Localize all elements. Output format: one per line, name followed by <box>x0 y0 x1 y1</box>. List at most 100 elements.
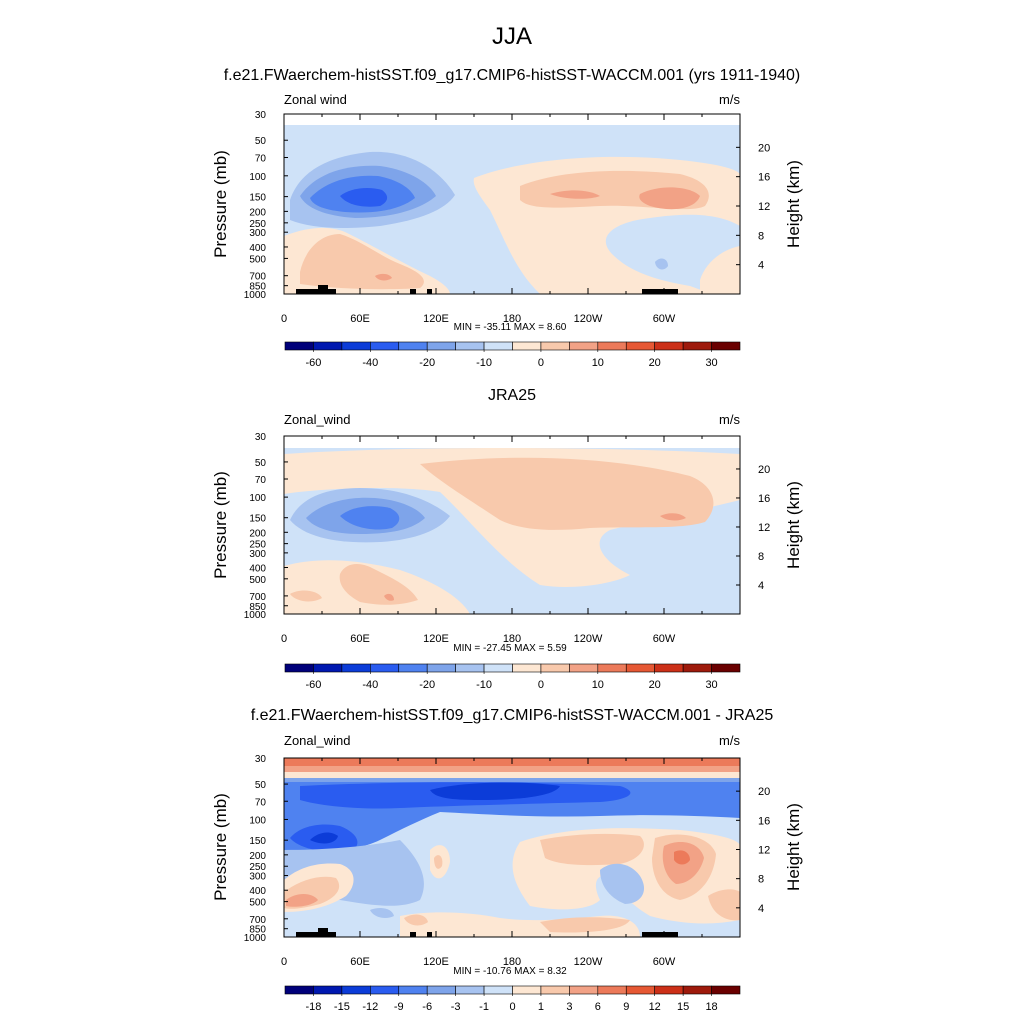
colorbar-label: 30 <box>705 679 717 691</box>
colorbar-swatch <box>370 985 400 995</box>
panel-units-label: m/s <box>719 92 740 107</box>
contour-field <box>284 758 740 937</box>
height-tick-label: 20 <box>758 142 770 154</box>
pressure-tick-label: 200 <box>249 207 266 218</box>
colorbar-label: -10 <box>476 357 492 369</box>
height-tick-label: 8 <box>758 551 764 563</box>
lon-tick-label: 120E <box>423 633 449 645</box>
pressure-tick-label: 400 <box>249 886 266 897</box>
lon-tick-label: 120E <box>423 313 449 325</box>
colorbar-swatch <box>426 663 456 673</box>
panel-title: f.e21.FWaerchem-histSST.f09_g17.CMIP6-hi… <box>251 707 774 724</box>
lon-tick-label: 0 <box>281 313 287 325</box>
colorbar-label: -12 <box>362 1001 378 1013</box>
pressure-tick-label: 300 <box>249 549 266 560</box>
y-axis-label-right: Height (km) <box>784 481 803 569</box>
colorbar-label: -40 <box>362 679 378 691</box>
panel-model: f.e21.FWaerchem-histSST.f09_g17.CMIP6-hi… <box>211 67 803 369</box>
colorbar-label: 9 <box>623 1001 629 1013</box>
pressure-tick-label: 700 <box>249 272 266 283</box>
pressure-tick-label: 100 <box>249 493 266 504</box>
colorbar-label: 15 <box>677 1001 689 1013</box>
pressure-tick-label: 30 <box>255 110 267 121</box>
colorbar-label: -6 <box>422 1001 432 1013</box>
lon-tick-label: 60E <box>350 956 370 968</box>
colorbar-swatch <box>597 341 627 351</box>
height-tick-label: 12 <box>758 201 770 213</box>
height-tick-label: 20 <box>758 464 770 476</box>
pressure-tick-label: 150 <box>249 193 266 204</box>
pressure-tick-label: 400 <box>249 243 266 254</box>
colorbar-swatch <box>483 663 513 673</box>
colorbar-swatch <box>682 985 712 995</box>
pressure-tick-label: 250 <box>249 862 266 873</box>
y-axis-label-right: Height (km) <box>784 803 803 891</box>
pressure-tick-label: 200 <box>249 851 266 862</box>
pressure-tick-label: 1000 <box>244 290 267 301</box>
stats-text: MIN = -35.11 MAX = 8.60 <box>454 322 567 333</box>
colorbar-label: -9 <box>394 1001 404 1013</box>
lon-tick-label: 120E <box>423 956 449 968</box>
colorbar-label: 10 <box>592 679 604 691</box>
height-tick-label: 16 <box>758 493 770 505</box>
colorbar-label: 0 <box>538 679 544 691</box>
colorbar-label: -3 <box>451 1001 461 1013</box>
colorbar-swatch <box>313 341 343 351</box>
height-tick-label: 4 <box>758 903 764 915</box>
colorbar-swatch <box>682 663 712 673</box>
colorbar-swatch <box>313 663 343 673</box>
colorbar: -60 -40 -20 -10 0 10 20 30 <box>284 663 741 691</box>
colorbar-label: -10 <box>476 679 492 691</box>
colorbar-label: 20 <box>649 679 661 691</box>
colorbar-swatch <box>569 985 599 995</box>
colorbar-swatch <box>370 663 400 673</box>
lon-tick-label: 120W <box>574 633 603 645</box>
colorbar-swatch <box>455 663 485 673</box>
colorbar-label: 18 <box>705 1001 717 1013</box>
panel-field-label: Zonal_wind <box>284 412 351 427</box>
pressure-tick-label: 400 <box>249 563 266 574</box>
colorbar-label: -60 <box>305 679 321 691</box>
colorbar-label: 12 <box>649 1001 661 1013</box>
colorbar-label: 1 <box>538 1001 544 1013</box>
y-axis-label-right: Height (km) <box>784 160 803 248</box>
colorbar-label: -18 <box>305 1001 321 1013</box>
colorbar-swatch <box>341 663 371 673</box>
pressure-tick-label: 850 <box>249 602 266 613</box>
lon-tick-label: 60E <box>350 313 370 325</box>
panel-units-label: m/s <box>719 412 740 427</box>
panel-title: f.e21.FWaerchem-histSST.f09_g17.CMIP6-hi… <box>224 67 801 84</box>
pressure-tick-label: 1000 <box>244 610 267 621</box>
colorbar-swatch <box>512 663 542 673</box>
height-tick-label: 8 <box>758 874 764 886</box>
stats-text: MIN = -27.45 MAX = 5.59 <box>453 643 567 654</box>
colorbar-swatch <box>625 341 655 351</box>
colorbar-label: 0 <box>509 1001 515 1013</box>
pressure-tick-label: 1000 <box>244 933 267 944</box>
colorbar-swatch <box>711 341 741 351</box>
height-tick-label: 16 <box>758 172 770 184</box>
pressure-tick-label: 50 <box>255 458 267 469</box>
colorbar-swatch <box>654 663 684 673</box>
colorbar-swatch <box>426 985 456 995</box>
lon-tick-label: 0 <box>281 956 287 968</box>
height-tick-label: 16 <box>758 815 770 827</box>
panel-units-label: m/s <box>719 733 740 748</box>
height-tick-label: 12 <box>758 522 770 534</box>
topography <box>296 928 678 937</box>
colorbar-label: -15 <box>334 1001 350 1013</box>
colorbar-swatch <box>682 341 712 351</box>
pressure-tick-label: 70 <box>255 797 267 808</box>
colorbar-swatch <box>398 663 428 673</box>
pressure-tick-label: 150 <box>249 514 266 525</box>
pressure-tick-label: 200 <box>249 528 266 539</box>
colorbar-label: -1 <box>479 1001 489 1013</box>
colorbar-label: 3 <box>566 1001 572 1013</box>
colorbar-swatch <box>512 985 542 995</box>
panel-title: JRA25 <box>488 387 536 404</box>
y-axis-label: Pressure (mb) <box>211 150 230 258</box>
height-tick-label: 8 <box>758 230 764 242</box>
lon-tick-label: 180 <box>503 633 521 645</box>
lon-tick-label: 180 <box>503 313 521 325</box>
